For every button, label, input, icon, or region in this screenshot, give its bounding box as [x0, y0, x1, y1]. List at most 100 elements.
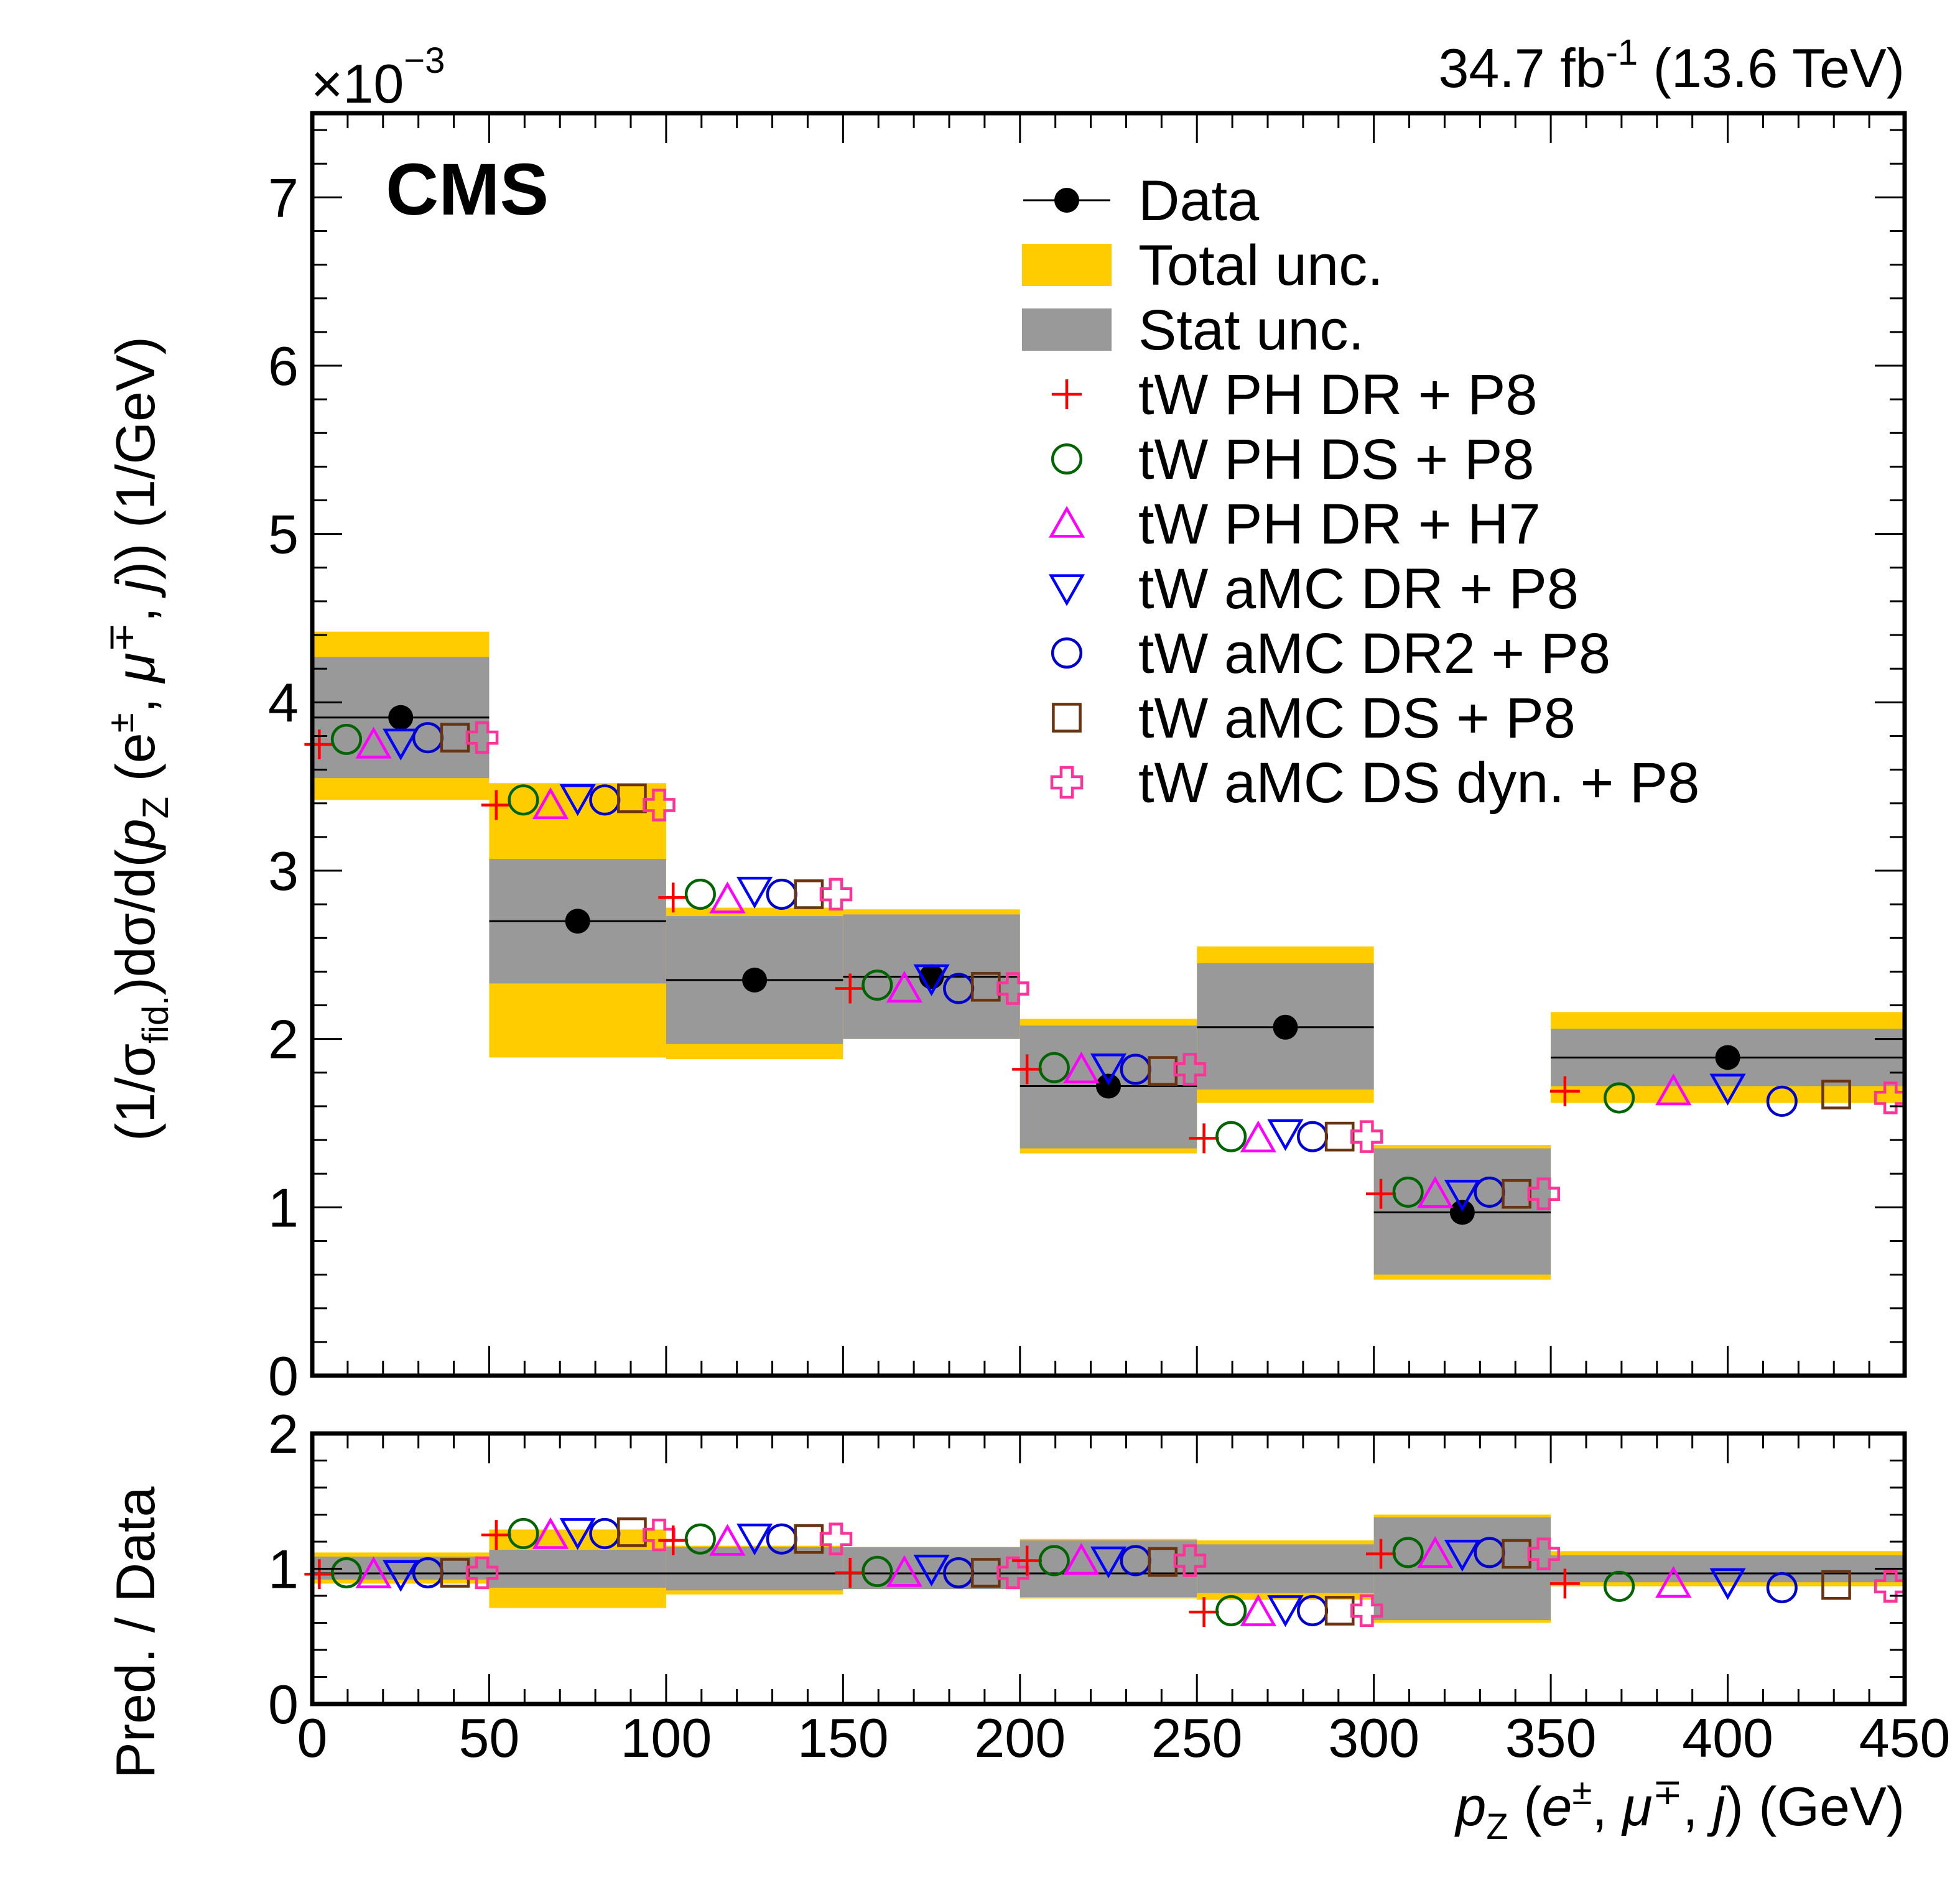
main-y-tick-labels: 0 1 2 3 4 5 6 7: [268, 167, 299, 1407]
main-marker-plus: [1549, 1076, 1580, 1106]
ratio-marker-circle: [1297, 1595, 1329, 1626]
main-marker-circle: [1038, 1052, 1070, 1083]
data-point: [1449, 1200, 1475, 1225]
ratio-marker-cross: [643, 1518, 676, 1552]
data-point: [1715, 1045, 1740, 1070]
main-marker-triangle-down: [1267, 1119, 1304, 1151]
main-marker-triangle-up: [1417, 1176, 1454, 1208]
legend-entry-label: Total unc.: [1138, 234, 1383, 297]
legend-marker-circle: [1051, 637, 1083, 669]
ratio-marker-circle: [1215, 1595, 1247, 1626]
main-marker-circle: [862, 970, 893, 1001]
ratio-marker-triangle-up: [1417, 1536, 1454, 1568]
legend-entry-label: tW aMC DR2 + P8: [1138, 622, 1610, 685]
ratio-marker-square: [1324, 1596, 1355, 1626]
ratio-marker-circle: [330, 1557, 363, 1589]
data-point: [388, 705, 414, 730]
main-marker-triangle-down: [913, 964, 950, 996]
ratio-uncertainty-bands: [312, 1514, 1905, 1623]
y-tick-label: 7: [268, 167, 299, 228]
x-tick-label: 450: [1859, 1707, 1951, 1769]
main-marker-triangle-up: [1063, 1051, 1100, 1084]
ratio-marker-plus: [304, 1559, 335, 1590]
ratio-marker-plus: [1549, 1568, 1580, 1599]
main-plot-frame: [310, 111, 1907, 1378]
main-marker-triangle-up: [355, 726, 392, 759]
ratio-stat-unc-band: [1197, 1544, 1374, 1593]
ratio-y-tick-labels: 0 1 2: [268, 1403, 299, 1735]
main-marker-triangle-down: [1709, 1073, 1746, 1106]
y-tick-label: 0: [268, 1674, 299, 1735]
main-marker-plus: [835, 973, 865, 1004]
ratio-marker-cross: [1350, 1594, 1383, 1628]
ratio-marker-square: [1821, 1570, 1851, 1600]
ratio-marker-cross: [1527, 1537, 1560, 1570]
ratio-marker-plus: [1366, 1539, 1396, 1569]
legend-marker-triangle-up: [1048, 506, 1085, 538]
main-marker-plus: [658, 882, 689, 913]
main-marker-triangle-up: [532, 787, 569, 820]
main-marker-square: [1821, 1080, 1851, 1109]
ratio-marker-triangle-down: [1709, 1568, 1746, 1600]
data-point: [742, 967, 768, 993]
main-marker-circle: [1766, 1085, 1798, 1117]
legend-entry-label: tW PH DR + H7: [1138, 493, 1541, 556]
legend-entry-label: tW aMC DS + P8: [1138, 687, 1576, 750]
data-points: [312, 705, 1905, 1225]
x-tick-labels: 0 50 100 150 200 250 300 350 400 450: [297, 1707, 1951, 1769]
ratio-marker-circle: [1604, 1570, 1635, 1602]
legend-band-swatch: [1022, 308, 1112, 351]
ratio-marker-circle: [1392, 1537, 1424, 1568]
x-tick-label: 0: [297, 1707, 328, 1769]
main-marker-triangle-down: [1090, 1053, 1127, 1086]
main-marker-triangle-up: [1240, 1120, 1276, 1153]
ratio-marker-cross: [1173, 1544, 1207, 1577]
ratio-marker-circle: [1038, 1545, 1070, 1577]
ratio-marker-triangle-down: [383, 1560, 419, 1592]
main-marker-cross: [643, 789, 676, 822]
ratio-marker-plus: [835, 1558, 865, 1588]
legend-marker-cross: [1050, 766, 1084, 799]
ratio-marker-triangle-up: [1655, 1565, 1692, 1598]
ratio-marker-plus: [1189, 1597, 1219, 1628]
ratio-marker-plus: [658, 1525, 689, 1555]
ratio-marker-triangle-up: [355, 1556, 392, 1588]
data-point: [1096, 1073, 1121, 1099]
ratio-marker-circle: [862, 1555, 893, 1587]
y-tick-label: 6: [268, 335, 299, 397]
main-marker-plus: [1189, 1123, 1219, 1154]
y-exponent-label: ×10−3: [311, 40, 445, 114]
ratio-stat-unc-band: [489, 1550, 666, 1588]
ratio-marker-triangle-down: [1267, 1595, 1304, 1628]
x-tick-label: 200: [974, 1707, 1066, 1769]
main-marker-square: [1324, 1121, 1355, 1152]
ratio-marker-triangle-down: [1444, 1539, 1480, 1572]
y-tick-label: 0: [268, 1345, 299, 1407]
ratio-marker-plus: [481, 1520, 511, 1550]
ratio-prediction-markers: [304, 1517, 1907, 1628]
main-marker-circle: [1392, 1176, 1424, 1208]
y-tick-label: 2: [268, 1403, 299, 1465]
main-marker-cross: [1527, 1177, 1560, 1210]
ratio-marker-triangle-up: [532, 1517, 569, 1549]
legend-entry-label: tW PH DR + P8: [1138, 363, 1538, 427]
prediction-markers: [304, 721, 1907, 1212]
ratio-marker-triangle-up: [1063, 1542, 1100, 1575]
legend-entry-label: Data: [1138, 169, 1260, 233]
x-tick-label: 150: [797, 1707, 889, 1769]
main-marker-triangle-down: [559, 784, 596, 817]
legend-entry-label: tW aMC DS dyn. + P8: [1138, 751, 1699, 815]
x-tick-label: 50: [458, 1707, 519, 1769]
main-marker-circle: [1297, 1121, 1329, 1152]
ratio-marker-triangle-down: [1090, 1546, 1127, 1579]
legend-marker-square: [1052, 703, 1082, 733]
ratio-marker-triangle-up: [886, 1555, 923, 1587]
ratio-marker-circle: [508, 1517, 539, 1549]
y-axis-title: (1/σfid.)dσ/d(pZ (e±, μ∓, j)) (1/GeV): [101, 336, 176, 1141]
main-marker-cross: [1350, 1120, 1383, 1153]
uncertainty-bands: [312, 631, 1905, 1280]
ratio-marker-cross: [1874, 1570, 1907, 1603]
